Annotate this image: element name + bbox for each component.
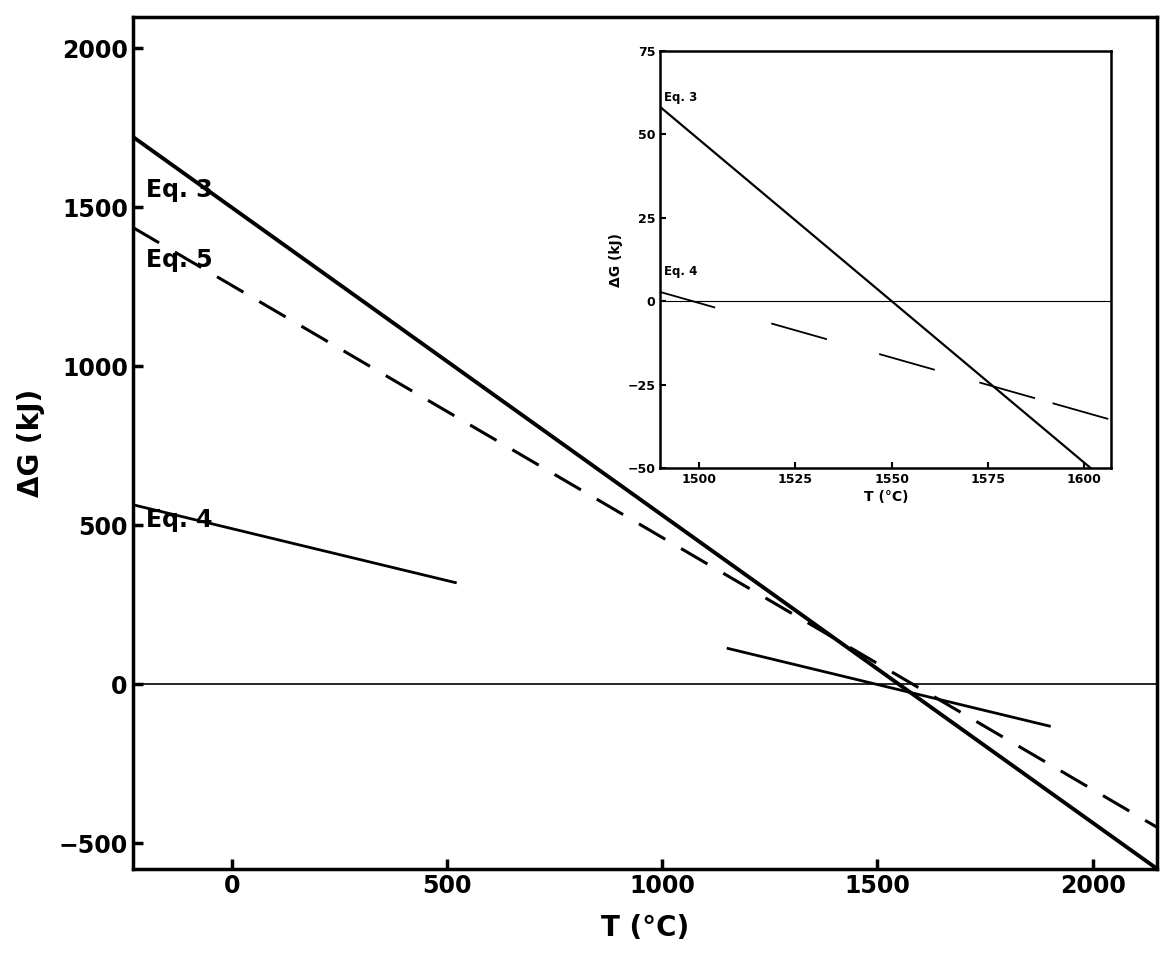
Text: Eq. 3: Eq. 3 — [146, 178, 212, 202]
Y-axis label: ΔG (kJ): ΔG (kJ) — [16, 388, 45, 497]
X-axis label: T (°C): T (°C) — [601, 914, 689, 943]
Text: Eq. 4: Eq. 4 — [146, 507, 212, 531]
Text: Eq. 5: Eq. 5 — [146, 248, 212, 272]
